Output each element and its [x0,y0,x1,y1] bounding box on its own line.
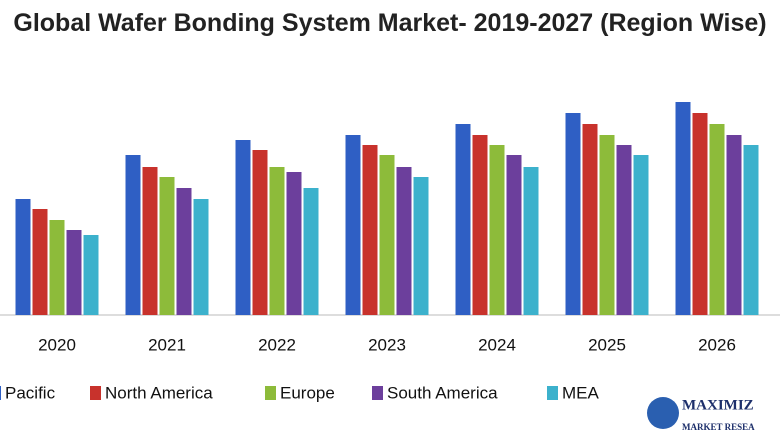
x-tick-label: 2025 [588,335,626,354]
bar [599,135,615,315]
bar [489,145,505,315]
bar [633,155,649,315]
legend-swatch [265,386,276,400]
bar [506,155,522,315]
bar [523,167,539,315]
chart-title: Global Wafer Bonding System Market- 2019… [13,9,767,37]
bar [616,145,632,315]
bar [49,220,65,315]
bar [125,155,141,315]
bar [692,113,708,315]
bar [709,124,725,315]
x-tick-label: 2020 [38,335,76,354]
x-tick-label: 2026 [698,335,736,354]
legend-label: South America [387,383,498,402]
logo-globe [647,397,679,429]
bar [159,177,175,315]
logo-subtext: MARKET RESEA [682,422,755,432]
bar [362,145,378,315]
x-tick-label: 2021 [148,335,186,354]
bar [413,177,429,315]
legend-swatch [90,386,101,400]
bar [345,135,361,315]
bar [455,124,471,315]
x-tick-label: 2022 [258,335,296,354]
bar [15,199,31,315]
bar [565,113,581,315]
legend-label: Europe [280,383,335,402]
legend-swatch [547,386,558,400]
legend-label: Pacific [5,383,56,402]
bar [472,135,488,315]
bar [286,172,302,315]
bar [176,188,192,315]
legend-swatch [0,386,1,400]
legend-label: North America [105,383,213,402]
logo-text: MAXIMIZ [682,397,754,413]
legend-swatch [372,386,383,400]
bar [726,135,742,315]
bar [252,150,268,315]
bar [303,188,319,315]
bar [269,167,285,315]
bar [582,124,598,315]
x-tick-label: 2023 [368,335,406,354]
bar [396,167,412,315]
bar [66,230,82,315]
bar [743,145,759,315]
bar [83,235,99,315]
bar [379,155,395,315]
bar [193,199,209,315]
bar [32,209,48,315]
bar [142,167,158,315]
bar [235,140,251,315]
legend-label: MEA [562,383,600,402]
x-tick-label: 2024 [478,335,516,354]
bar [675,102,691,315]
